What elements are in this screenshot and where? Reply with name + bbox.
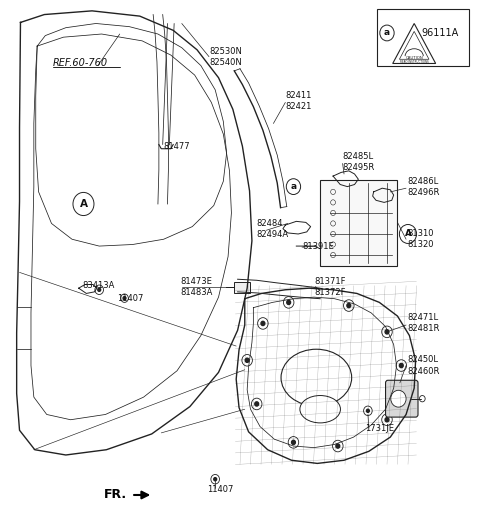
Text: 82411
82421: 82411 82421 (285, 92, 312, 112)
FancyBboxPatch shape (320, 180, 397, 266)
Text: 83413A: 83413A (83, 281, 115, 290)
Text: CAUTION: CAUTION (405, 56, 423, 60)
Text: 82485L
82495R: 82485L 82495R (343, 152, 375, 172)
Circle shape (366, 409, 369, 413)
Circle shape (287, 300, 290, 305)
Text: 82486L
82496R: 82486L 82496R (407, 177, 439, 197)
Text: 81391E: 81391E (302, 242, 334, 251)
Circle shape (385, 330, 389, 334)
Circle shape (123, 297, 126, 300)
Text: READ INSTRUCTIONS: READ INSTRUCTIONS (400, 60, 429, 65)
Text: 82484
82494A: 82484 82494A (257, 218, 289, 239)
Text: 11407: 11407 (206, 485, 233, 494)
Ellipse shape (391, 390, 406, 407)
Circle shape (214, 478, 216, 481)
Circle shape (261, 321, 265, 325)
Ellipse shape (300, 396, 340, 423)
Text: 1731JE: 1731JE (365, 424, 394, 433)
Circle shape (245, 358, 249, 362)
Circle shape (399, 363, 403, 368)
Circle shape (336, 444, 340, 448)
Text: 81371F
81372F: 81371F 81372F (314, 277, 346, 297)
Text: 82471L
82481R: 82471L 82481R (407, 313, 439, 333)
FancyBboxPatch shape (385, 380, 418, 417)
Text: a: a (384, 29, 390, 38)
Circle shape (385, 417, 389, 422)
Circle shape (255, 402, 259, 406)
Text: REF.60-760: REF.60-760 (53, 59, 108, 68)
FancyBboxPatch shape (377, 9, 469, 66)
FancyBboxPatch shape (234, 282, 250, 294)
Text: 81477: 81477 (164, 142, 190, 151)
Text: 81473E
81483A: 81473E 81483A (180, 277, 213, 297)
Text: 82450L
82460R: 82450L 82460R (407, 355, 439, 376)
Ellipse shape (281, 349, 352, 406)
Text: A: A (405, 230, 411, 239)
Circle shape (98, 288, 101, 291)
Text: 96111A: 96111A (421, 28, 458, 38)
Circle shape (291, 440, 295, 444)
Circle shape (347, 304, 351, 308)
Text: 11407: 11407 (117, 294, 143, 303)
Text: FR.: FR. (104, 488, 127, 501)
Text: 81310
81320: 81310 81320 (407, 229, 433, 249)
Text: a: a (290, 182, 297, 191)
Text: A: A (80, 199, 87, 209)
Text: 82530N
82540N: 82530N 82540N (209, 47, 242, 67)
